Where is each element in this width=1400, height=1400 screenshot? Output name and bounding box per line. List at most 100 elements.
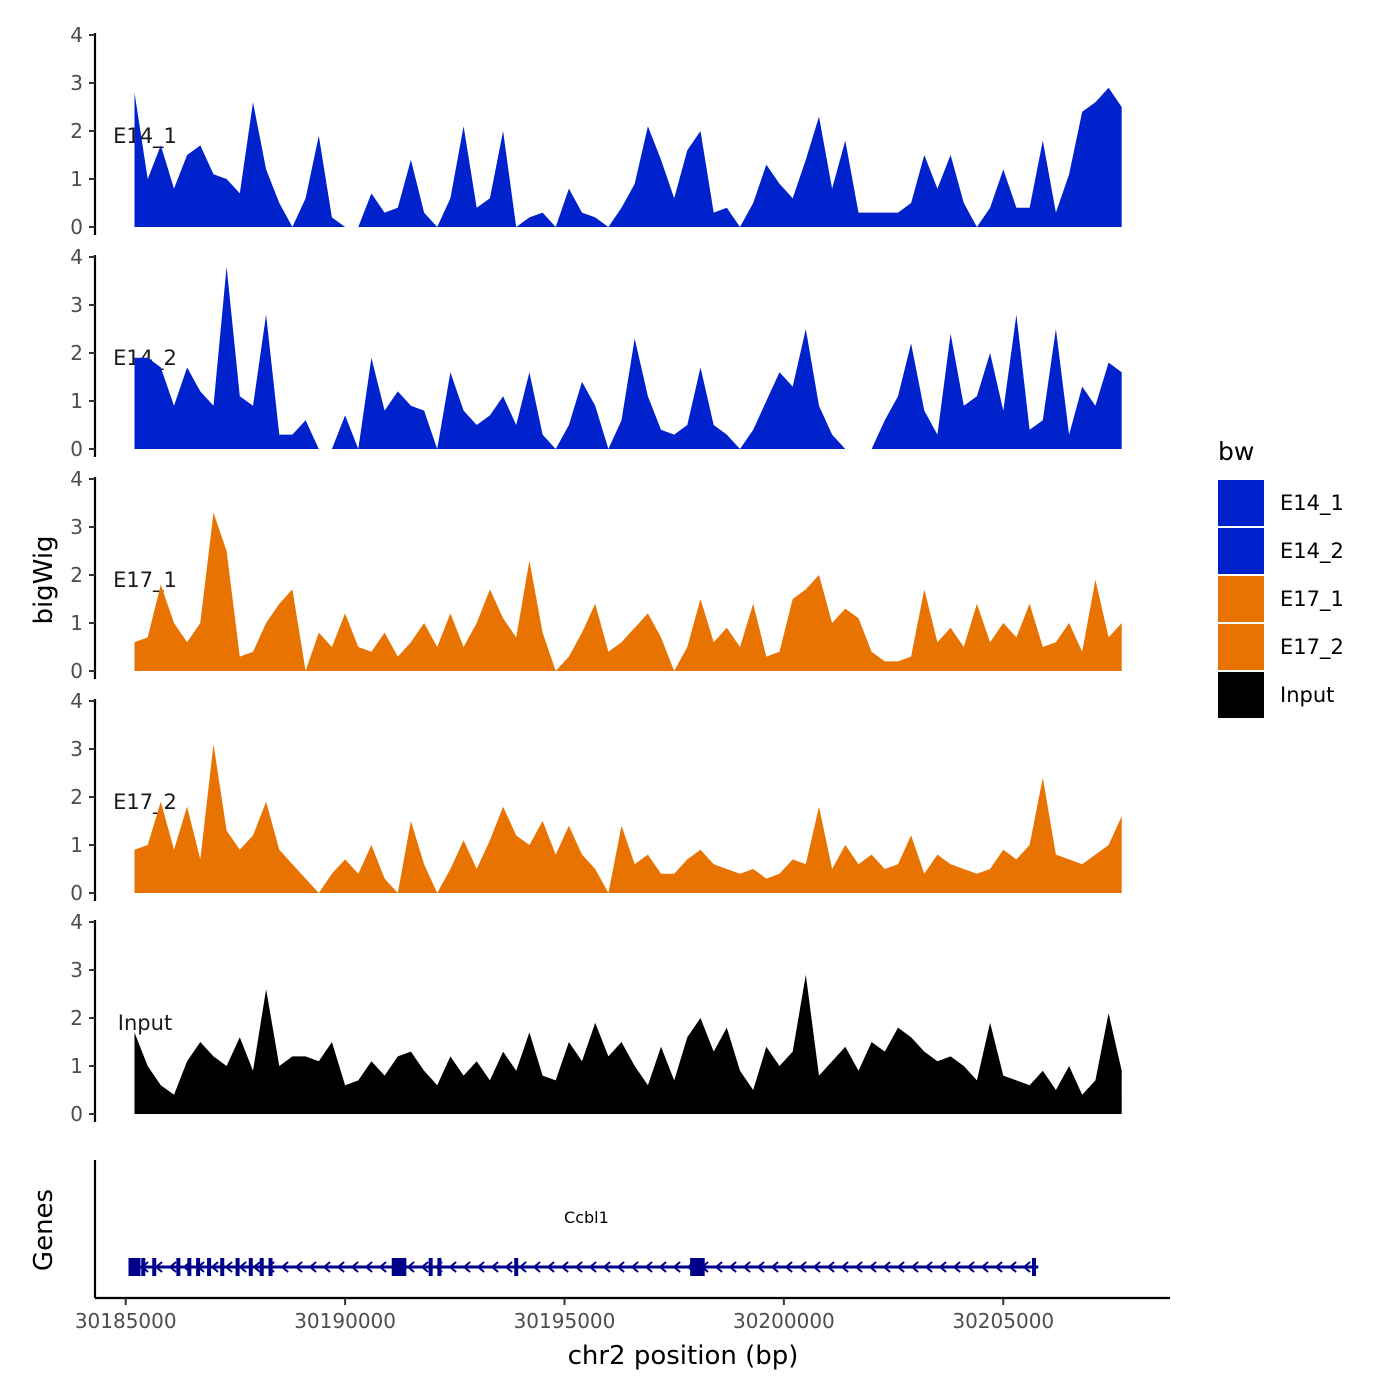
strand-arrow — [840, 1261, 849, 1273]
track-e17-1: 0 1 2 3 4 E17_1 — [70, 467, 1122, 683]
y-tick-label: 4 — [70, 689, 83, 713]
y-tick-label: 4 — [70, 910, 83, 934]
y-tick-label: 0 — [70, 437, 83, 461]
strand-arrow — [966, 1261, 975, 1273]
signal-area-e14-1 — [134, 87, 1122, 227]
track-label: Input — [118, 1011, 172, 1035]
strand-arrow — [448, 1261, 457, 1273]
y-tick-label: 2 — [70, 563, 83, 587]
strand-arrow — [868, 1261, 877, 1273]
gene-exon — [235, 1258, 240, 1276]
gene-exon — [141, 1258, 146, 1276]
strand-arrow — [672, 1261, 681, 1273]
strand-arrow — [952, 1261, 961, 1273]
strand-arrow — [756, 1261, 765, 1273]
track-label: E17_1 — [113, 568, 177, 593]
strand-arrow — [798, 1261, 807, 1273]
strand-arrow — [308, 1261, 317, 1273]
gene-exon — [152, 1258, 157, 1276]
gene-track: Genes Ccbl1 — [29, 1160, 1039, 1298]
strand-arrow — [168, 1261, 177, 1273]
y-tick-label: 4 — [70, 467, 83, 491]
track-e14-1: 0 1 2 3 4 E14_1 — [70, 23, 1122, 239]
strand-arrow — [896, 1261, 905, 1273]
strand-arrow — [854, 1261, 863, 1273]
strand-arrow — [294, 1261, 303, 1273]
strand-arrow — [938, 1261, 947, 1273]
gene-exon — [402, 1258, 407, 1276]
strand-arrow — [364, 1261, 373, 1273]
gene-exon — [391, 1258, 404, 1276]
strand-arrow — [616, 1261, 625, 1273]
y-tick-label: 4 — [70, 245, 83, 269]
y-tick-label: 3 — [70, 71, 83, 95]
strand-arrow — [280, 1261, 289, 1273]
strand-arrow — [224, 1261, 233, 1273]
strand-arrow — [420, 1261, 429, 1273]
strand-arrow — [910, 1261, 919, 1273]
strand-arrow — [336, 1261, 345, 1273]
gene-exon — [690, 1258, 703, 1276]
strand-arrow — [518, 1261, 527, 1273]
x-axis-title: chr2 position (bp) — [568, 1341, 799, 1371]
strand-arrow — [238, 1261, 247, 1273]
strand-arrow — [658, 1261, 667, 1273]
x-tick-label: 30195000 — [514, 1309, 616, 1333]
gene-name-label: Ccbl1 — [564, 1208, 609, 1227]
gene-exon — [248, 1258, 253, 1276]
gene-exon — [700, 1258, 705, 1276]
strand-arrow — [826, 1261, 835, 1273]
y-tick-label: 1 — [70, 833, 83, 857]
strand-arrow — [980, 1261, 989, 1273]
legend-swatch-e17-1 — [1218, 576, 1264, 622]
y-tick-label: 3 — [70, 958, 83, 982]
track-label: E14_1 — [113, 124, 177, 149]
y-tick-label: 1 — [70, 167, 83, 191]
strand-arrow — [252, 1261, 261, 1273]
gene-exon — [1031, 1258, 1036, 1276]
legend-label: E14_2 — [1280, 539, 1344, 564]
signal-area-e17-1 — [134, 512, 1122, 671]
y-tick-label: 3 — [70, 737, 83, 761]
strand-arrow — [882, 1261, 891, 1273]
gene-exon — [259, 1258, 264, 1276]
x-tick-label: 30185000 — [75, 1309, 177, 1333]
legend-swatch-e14-1 — [1218, 480, 1264, 526]
y-tick-label: 3 — [70, 515, 83, 539]
strand-arrow — [728, 1261, 737, 1273]
legend-label: E14_1 — [1280, 491, 1344, 516]
gene-exon — [196, 1258, 201, 1276]
gene-exon — [187, 1258, 192, 1276]
legend-label: E17_1 — [1280, 587, 1344, 612]
y-tick-label: 0 — [70, 881, 83, 905]
gene-exon — [437, 1258, 442, 1276]
strand-arrow — [714, 1261, 723, 1273]
y-tick-label: 2 — [70, 341, 83, 365]
y-tick-label: 2 — [70, 1006, 83, 1030]
y-tick-label: 2 — [70, 785, 83, 809]
strand-arrow — [378, 1261, 387, 1273]
track-e17-2: 0 1 2 3 4 E17_2 — [70, 689, 1122, 905]
y-tick-label: 0 — [70, 1102, 83, 1126]
y-tick-label: 4 — [70, 23, 83, 47]
y-axis-title: bigWig — [29, 535, 59, 624]
strand-arrow — [644, 1261, 653, 1273]
strand-arrow — [462, 1261, 471, 1273]
y-tick-label: 3 — [70, 293, 83, 317]
strand-arrow — [812, 1261, 821, 1273]
strand-arrow — [210, 1261, 219, 1273]
gene-exon — [128, 1258, 141, 1276]
signal-area-input — [134, 974, 1122, 1114]
track-label: E17_2 — [113, 790, 177, 815]
y-tick-label: 2 — [70, 119, 83, 143]
strand-arrow — [742, 1261, 751, 1273]
strand-arrow — [770, 1261, 779, 1273]
y-tick-label: 0 — [70, 215, 83, 239]
x-tick-label: 30200000 — [733, 1309, 835, 1333]
strand-arrow — [504, 1261, 513, 1273]
strand-arrow — [1022, 1261, 1031, 1273]
tracks-layer: 01234E14_101234E14_201234E17_101234E17_2… — [70, 23, 1122, 1126]
strand-arrow — [406, 1261, 415, 1273]
